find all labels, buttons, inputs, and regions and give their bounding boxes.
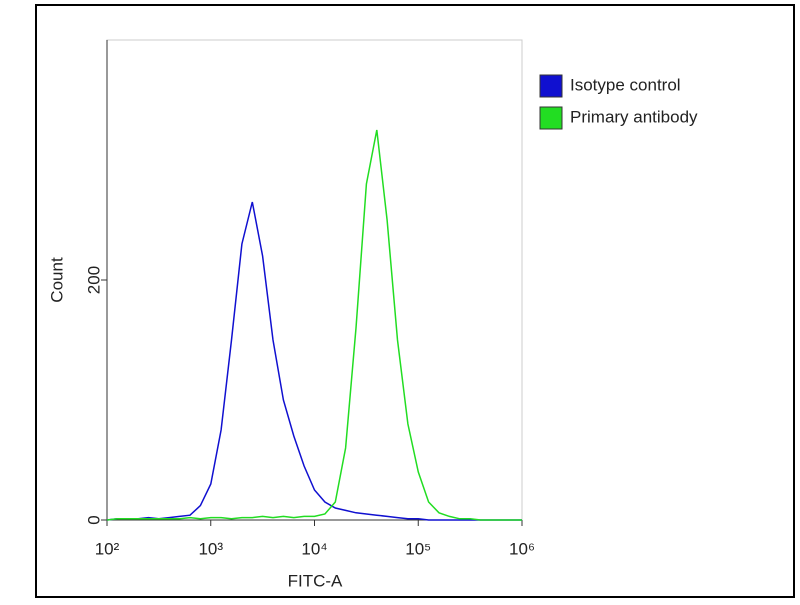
legend-label: Primary antibody: [570, 107, 698, 126]
y-tick-label: 200: [84, 266, 103, 294]
series-line: [106, 201, 522, 521]
y-axis-label: Count: [47, 257, 66, 303]
x-tick-label: 10²: [95, 539, 120, 558]
y-tick-label: 0: [84, 515, 103, 524]
plot-frame: [106, 39, 523, 521]
outer-frame: [35, 4, 795, 598]
x-tick-label: 10⁶: [509, 539, 535, 558]
legend-label: Isotype control: [570, 75, 681, 94]
x-tick-label: 10⁵: [405, 539, 431, 558]
x-tick-label: 10⁴: [301, 539, 327, 558]
series-line: [106, 129, 522, 521]
x-tick-label: 10³: [198, 539, 223, 558]
legend-swatch: [539, 74, 563, 98]
x-axis-label: FITC-A: [288, 571, 343, 590]
legend-swatch: [539, 106, 563, 130]
